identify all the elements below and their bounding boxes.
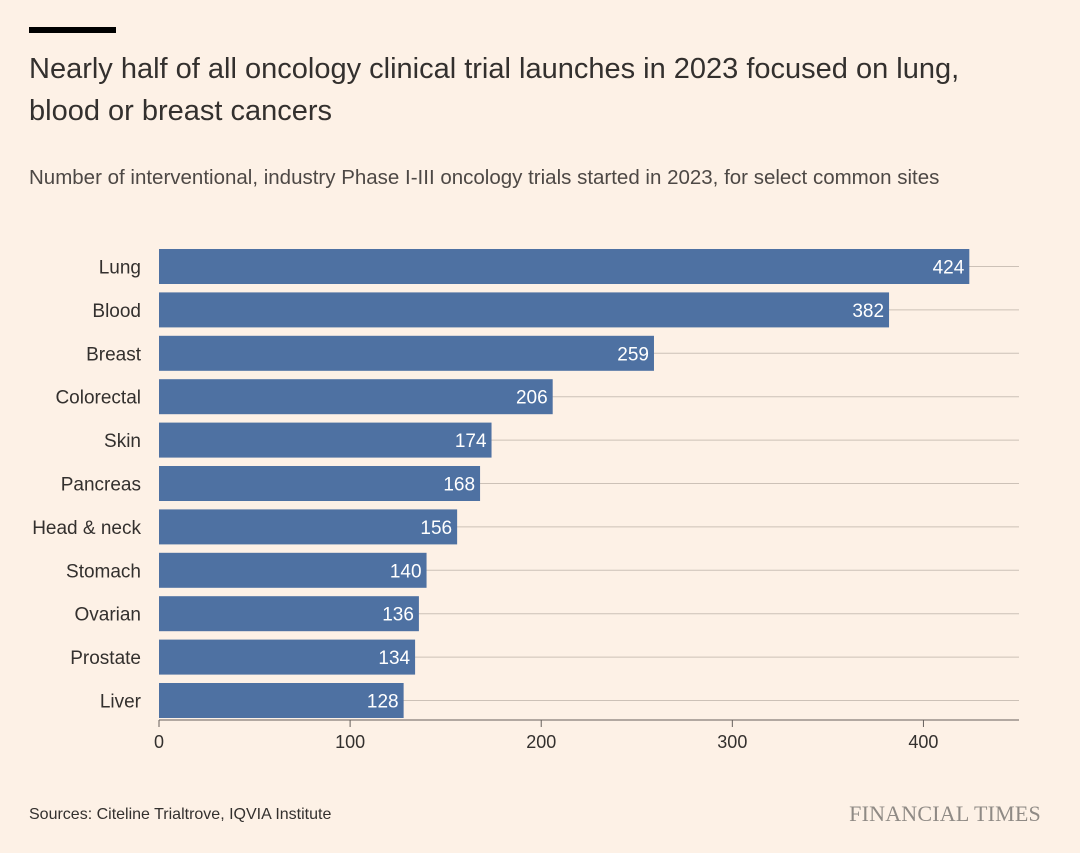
data-label: 259 [617, 344, 649, 365]
bar [159, 683, 404, 718]
bar [159, 596, 419, 632]
x-tick-label: 0 [154, 732, 164, 752]
data-label: 382 [852, 301, 884, 322]
x-tick-label: 100 [335, 732, 365, 752]
category-label: Blood [92, 301, 141, 322]
category-label: Liver [100, 692, 142, 713]
chart-subtitle: Number of interventional, industry Phase… [29, 166, 940, 189]
bar [159, 552, 427, 588]
data-label: 174 [455, 431, 487, 452]
data-label: 206 [516, 388, 548, 409]
chart-title: Nearly half of all oncology clinical tri… [29, 53, 960, 127]
data-label: 424 [933, 258, 965, 279]
data-label: 128 [367, 692, 399, 713]
bar [159, 335, 654, 371]
data-label: 134 [378, 648, 410, 669]
bar [159, 509, 458, 545]
bar [159, 379, 553, 415]
category-label: Ovarian [74, 605, 141, 626]
bar [159, 292, 890, 328]
data-label: 168 [443, 475, 475, 496]
category-label: Head & neck [32, 518, 141, 539]
category-label: Prostate [70, 648, 141, 669]
bar [159, 639, 416, 675]
data-label: 140 [390, 561, 422, 582]
bar [159, 422, 492, 458]
source-note: Sources: Citeline Trialtrove, IQVIA Inst… [29, 806, 332, 823]
x-tick-label: 200 [526, 732, 556, 752]
data-label: 136 [382, 605, 414, 626]
data-label: 156 [420, 518, 452, 539]
category-label: Skin [104, 431, 141, 452]
category-label: Colorectal [55, 388, 141, 409]
category-label: Breast [86, 344, 142, 365]
category-label: Lung [99, 258, 141, 279]
ft-brand-logo: FINANCIAL TIMES [849, 801, 1041, 826]
bar [159, 249, 970, 284]
x-tick-label: 300 [717, 732, 747, 752]
bar-chart: Lung 424 Blood 382 Breast 259 Colorectal 206 Ski… [32, 249, 1019, 752]
ft-top-rule [29, 27, 116, 33]
category-label: Pancreas [61, 475, 141, 496]
category-label: Stomach [66, 561, 141, 582]
x-tick-label: 400 [908, 732, 938, 752]
bar [159, 466, 481, 501]
